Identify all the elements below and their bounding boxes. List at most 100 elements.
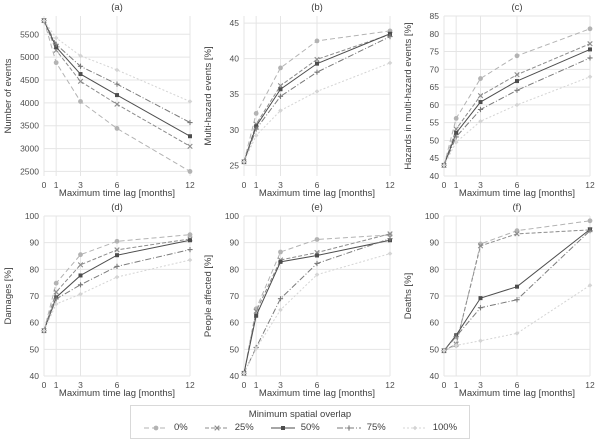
legend-item-label: 75%: [366, 422, 386, 433]
svg-text:4500: 4500: [20, 75, 39, 85]
svg-text:1: 1: [454, 180, 459, 190]
svg-text:12: 12: [185, 380, 195, 390]
svg-text:4000: 4000: [20, 98, 39, 108]
x-marker-icon: [204, 424, 229, 431]
svg-text:3: 3: [78, 180, 83, 190]
svg-text:0: 0: [42, 180, 47, 190]
svg-text:25: 25: [230, 160, 240, 170]
svg-text:50: 50: [30, 344, 40, 354]
svg-text:(b): (b): [311, 2, 323, 13]
svg-text:80: 80: [30, 264, 40, 274]
svg-text:45: 45: [230, 18, 240, 28]
svg-text:50: 50: [230, 344, 240, 354]
svg-text:1: 1: [54, 380, 59, 390]
legend-item-label: 100%: [432, 422, 458, 433]
square-marker-icon: [270, 425, 295, 430]
svg-text:(e): (e): [311, 202, 323, 213]
panel-grid: 0 1 3 6 12 2500 3000 3500 4000 4500 5000 5500 (a) Max…: [3, 2, 595, 399]
svg-text:2500: 2500: [20, 166, 39, 176]
svg-text:50: 50: [430, 344, 440, 354]
svg-text:0: 0: [442, 380, 447, 390]
svg-text:70: 70: [430, 64, 440, 74]
svg-text:Hazards in multi-hazard events: Hazards in multi-hazard events [%]: [403, 22, 414, 169]
legend-item-label: 25%: [234, 422, 254, 433]
svg-text:40: 40: [430, 371, 440, 381]
svg-text:60: 60: [430, 100, 440, 110]
svg-text:Maximum time lag [months]: Maximum time lag [months]: [59, 388, 175, 399]
legend-item-75pct: 75%: [336, 422, 386, 433]
svg-text:80: 80: [430, 29, 440, 39]
svg-text:90: 90: [230, 238, 240, 248]
svg-text:100: 100: [225, 211, 239, 221]
svg-text:People affected [%]: People affected [%]: [203, 255, 214, 337]
svg-text:6: 6: [515, 180, 520, 190]
svg-text:90: 90: [30, 238, 40, 248]
svg-text:30: 30: [230, 125, 240, 135]
svg-text:1: 1: [54, 180, 59, 190]
svg-text:12: 12: [585, 380, 595, 390]
legend-item-50pct: 50%: [270, 422, 320, 433]
svg-text:3: 3: [278, 180, 283, 190]
svg-text:70: 70: [430, 291, 440, 301]
svg-text:3500: 3500: [20, 121, 39, 131]
svg-text:6: 6: [315, 380, 320, 390]
svg-text:6: 6: [315, 180, 320, 190]
svg-text:Maximum time lag [months]: Maximum time lag [months]: [259, 388, 375, 399]
svg-text:(a): (a): [111, 2, 123, 13]
svg-text:0: 0: [242, 380, 247, 390]
svg-text:(c): (c): [511, 2, 522, 13]
svg-text:40: 40: [230, 54, 240, 64]
svg-text:75: 75: [430, 47, 440, 57]
svg-text:Maximum time lag [months]: Maximum time lag [months]: [459, 188, 575, 199]
panel-d-chart: 0 1 3 6 12 40 50 60 70 80 90 100 (d) Maximum time lag…: [3, 202, 195, 399]
svg-text:(f): (f): [513, 202, 522, 213]
svg-text:0: 0: [42, 380, 47, 390]
legend-item-100pct: 100%: [402, 422, 457, 433]
svg-text:90: 90: [430, 238, 440, 248]
svg-text:3: 3: [478, 180, 483, 190]
svg-text:12: 12: [585, 180, 595, 190]
svg-text:6: 6: [115, 380, 120, 390]
svg-text:1: 1: [254, 380, 259, 390]
svg-text:6: 6: [515, 380, 520, 390]
svg-text:70: 70: [30, 291, 40, 301]
panel-c-chart: 0 1 3 6 12 40 45 50 55 60 65 70 75 80 85 (c) Maximum tim…: [403, 2, 595, 199]
svg-text:6: 6: [115, 180, 120, 190]
svg-text:80: 80: [430, 264, 440, 274]
svg-text:40: 40: [430, 171, 440, 181]
circle-marker-icon: [143, 425, 168, 430]
svg-text:100: 100: [425, 211, 439, 221]
svg-text:60: 60: [430, 318, 440, 328]
svg-text:3: 3: [478, 380, 483, 390]
svg-text:35: 35: [230, 89, 240, 99]
svg-text:3: 3: [78, 380, 83, 390]
panel-e-chart: 0 1 3 6 12 40 50 60 70 80 90 100 (e) Maximum time lag…: [203, 202, 395, 399]
svg-text:1: 1: [254, 180, 259, 190]
svg-text:40: 40: [30, 371, 40, 381]
svg-text:65: 65: [430, 82, 440, 92]
svg-text:Maximum time lag [months]: Maximum time lag [months]: [59, 188, 175, 199]
svg-text:12: 12: [385, 380, 395, 390]
svg-text:85: 85: [430, 11, 440, 21]
legend-item-label: 50%: [300, 422, 320, 433]
svg-text:100: 100: [25, 211, 39, 221]
svg-text:Multi-hazard events [%]: Multi-hazard events [%]: [203, 46, 214, 145]
panel-f-chart: 0 1 3 6 12 40 50 60 70 80 90 100 (f) Maximum time lag…: [403, 202, 595, 399]
svg-text:50: 50: [430, 135, 440, 145]
plus-marker-icon: [336, 424, 361, 431]
svg-text:Maximum time lag [months]: Maximum time lag [months]: [459, 388, 575, 399]
svg-text:40: 40: [230, 371, 240, 381]
svg-text:0: 0: [242, 180, 247, 190]
svg-text:60: 60: [230, 318, 240, 328]
svg-text:3: 3: [278, 380, 283, 390]
svg-text:Damages [%]: Damages [%]: [3, 267, 14, 324]
svg-text:3000: 3000: [20, 144, 39, 154]
svg-text:80: 80: [230, 264, 240, 274]
svg-text:Maximum time lag [months]: Maximum time lag [months]: [259, 188, 375, 199]
panel-a-chart: 0 1 3 6 12 2500 3000 3500 4000 4500 5000 5500 (a) Max…: [3, 2, 195, 199]
svg-text:1: 1: [454, 380, 459, 390]
svg-text:60: 60: [30, 318, 40, 328]
svg-text:0: 0: [442, 180, 447, 190]
svg-text:45: 45: [430, 153, 440, 163]
